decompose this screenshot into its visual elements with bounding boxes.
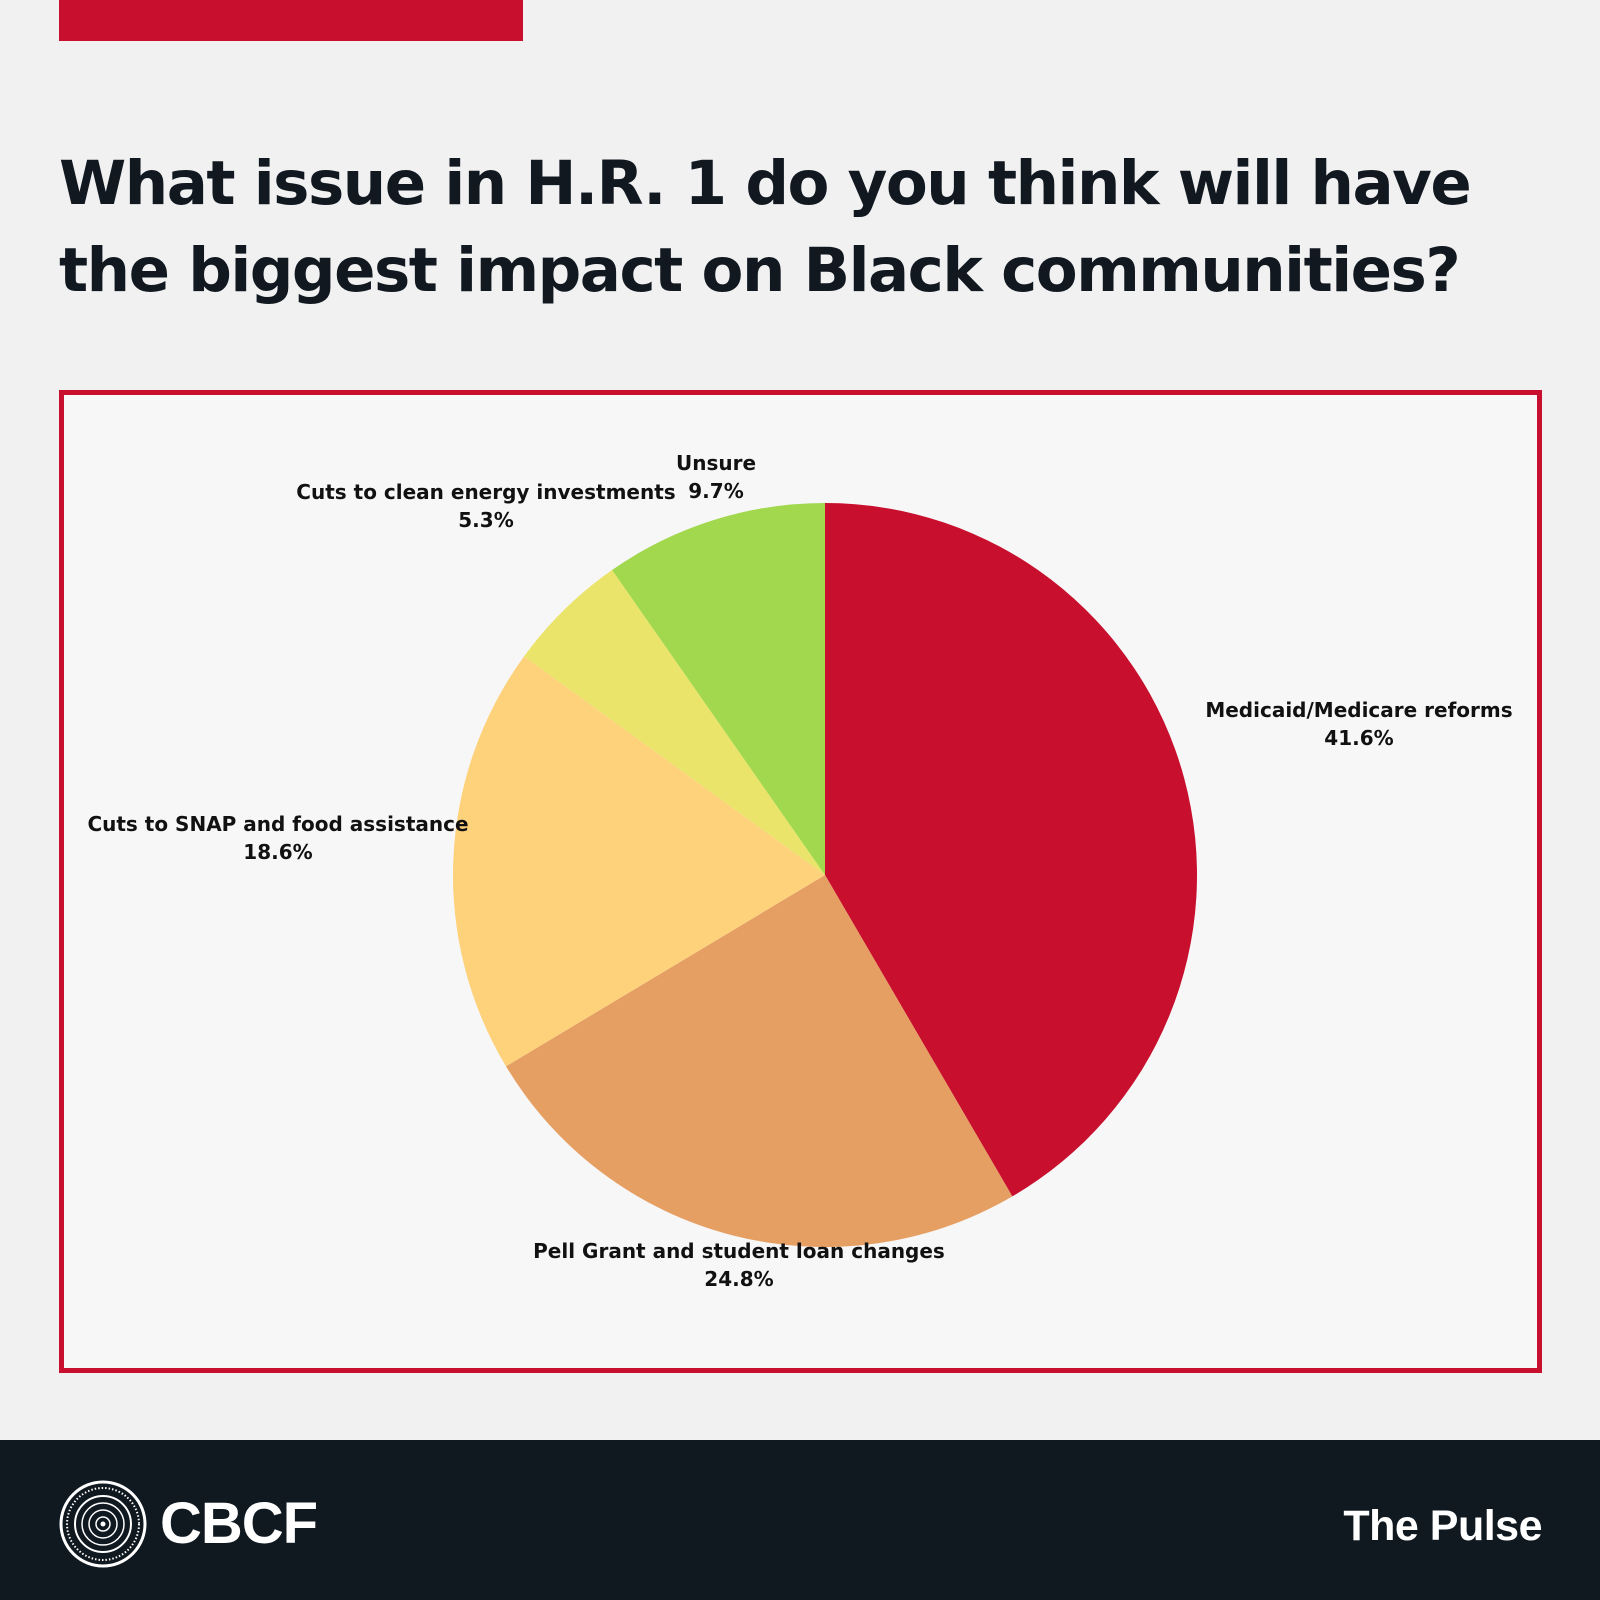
slice-value-2: 24.8% — [704, 1267, 773, 1291]
pie-slice-4 — [524, 569, 825, 875]
pie-chart: Medicaid/Medicare reforms 41.6% Pell Grant… — [87, 451, 1512, 1291]
seal-icon — [59, 1480, 147, 1568]
slice-value-4: 5.3% — [458, 508, 513, 532]
slice-label-4: Cuts to clean energy investments — [296, 480, 675, 504]
top-accent-bar — [59, 0, 523, 41]
series-name: The Pulse — [1343, 1502, 1542, 1550]
pie-slice-1 — [825, 503, 1198, 1197]
footer: CBCF The Pulse — [0, 1440, 1600, 1600]
slice-label-3: Cuts to SNAP and food assistance — [87, 812, 468, 836]
chart-frame: Medicaid/Medicare reforms 41.6% Pell Grant… — [59, 390, 1542, 1373]
pie-slice-3 — [453, 656, 825, 1067]
page-title: What issue in H.R. 1 do you think will h… — [59, 148, 1472, 306]
slice-value-3: 18.6% — [243, 840, 312, 864]
slice-label-5: Unsure — [676, 451, 756, 475]
slice-value-1: 41.6% — [1324, 726, 1393, 750]
pie-slice-5 — [612, 503, 825, 875]
slice-label-2: Pell Grant and student loan changes — [533, 1239, 945, 1263]
slice-label-1: Medicaid/Medicare reforms — [1205, 698, 1512, 722]
cbcf-logo-text: CBCF — [160, 1491, 318, 1556]
slice-value-5: 9.7% — [688, 479, 743, 503]
pie-slice-2 — [506, 875, 1013, 1248]
